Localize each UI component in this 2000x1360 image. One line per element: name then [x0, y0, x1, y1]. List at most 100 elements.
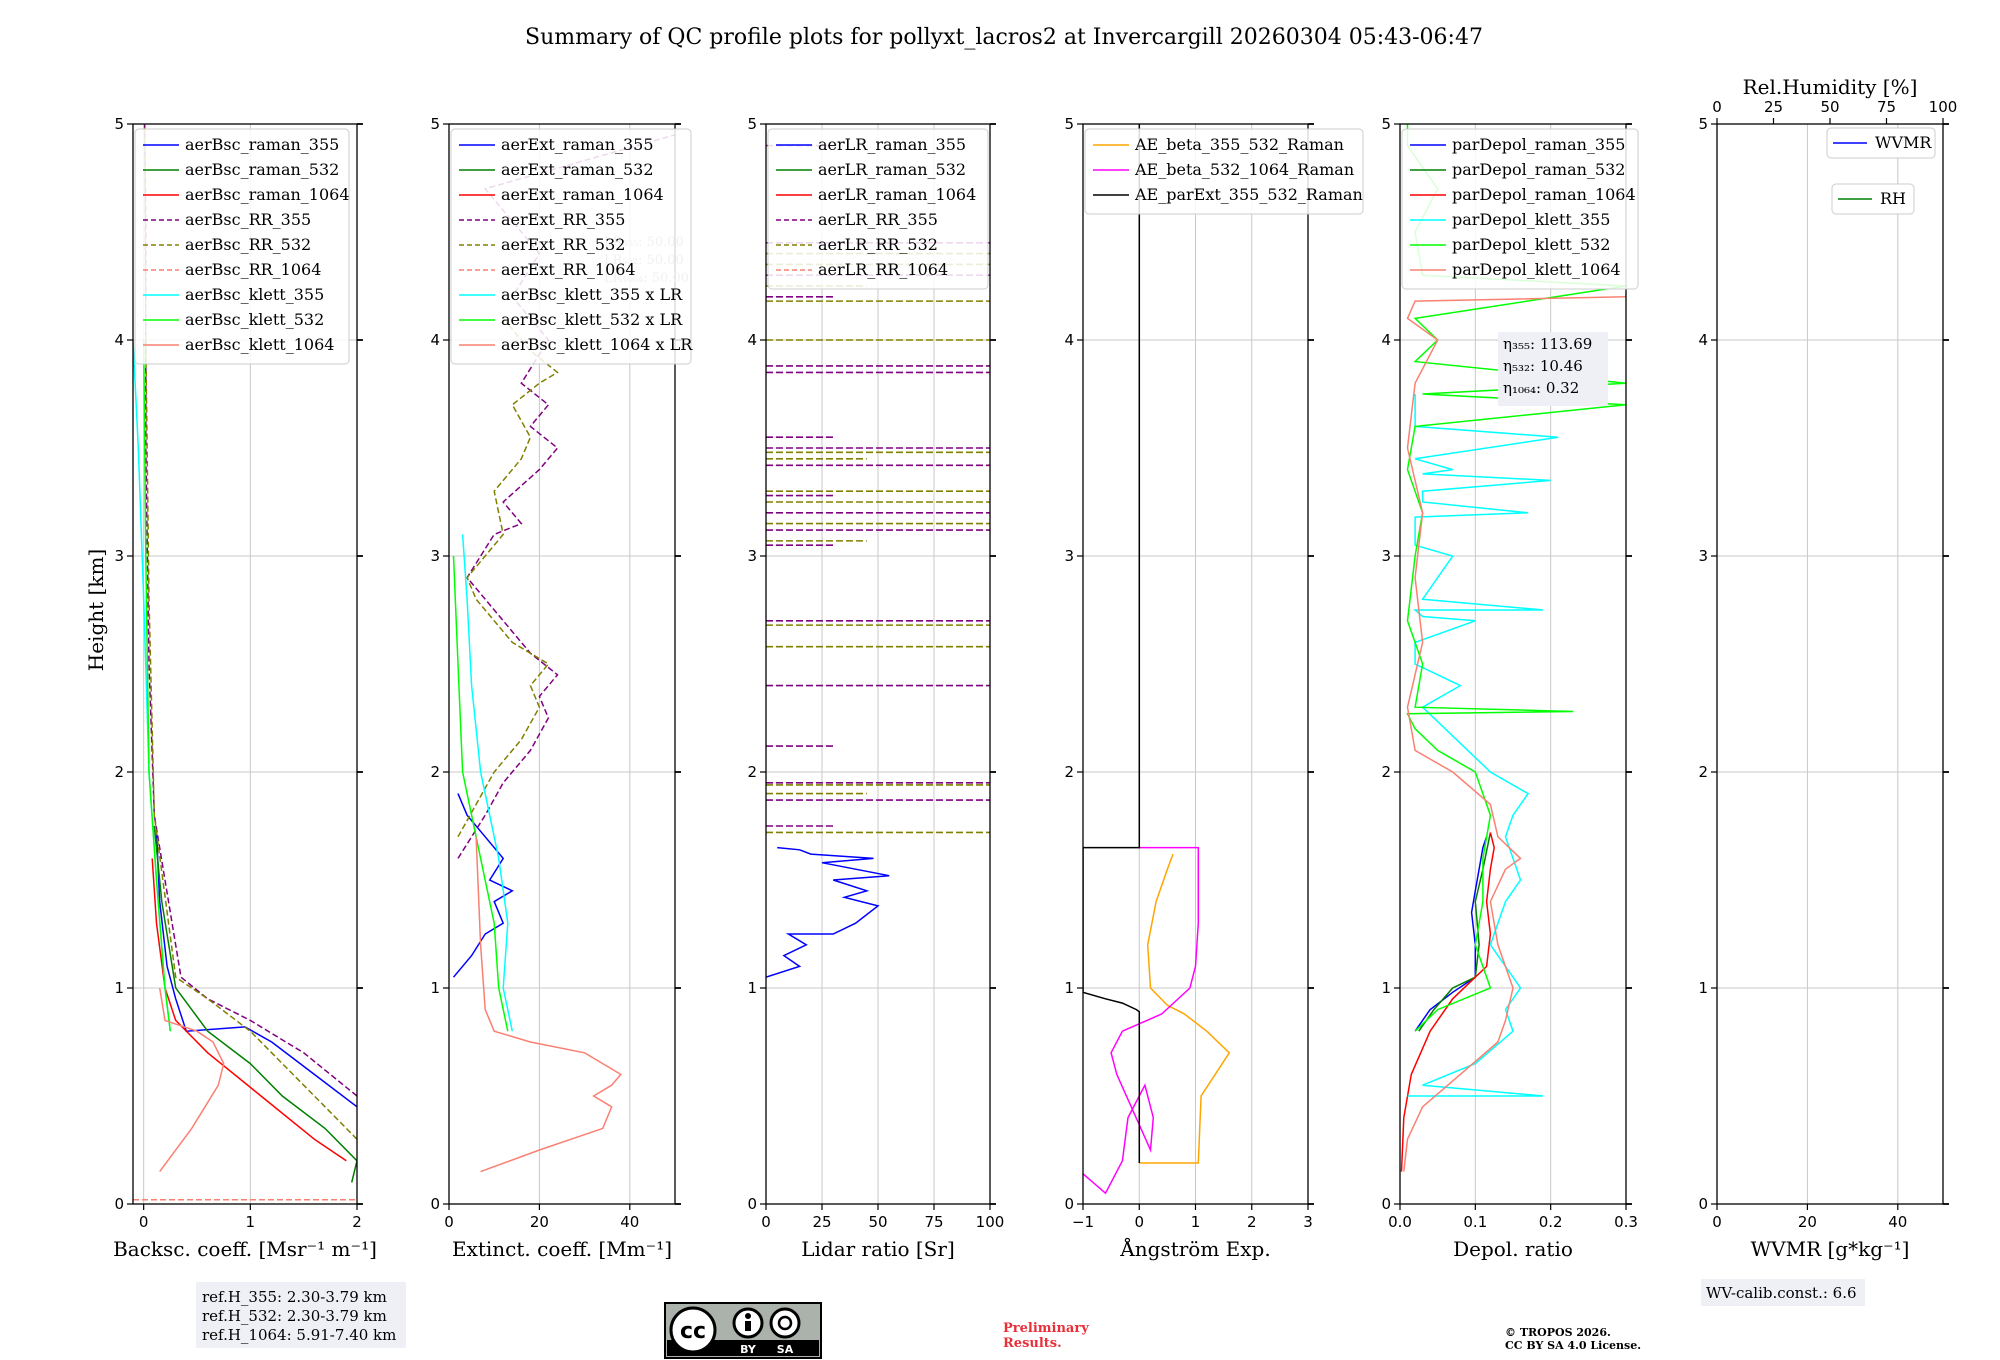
rh-tick-label-2: 50: [1820, 98, 1839, 116]
legend-box-ext: [450, 128, 692, 365]
series-bsc: [133, 124, 357, 1201]
legend-label-WVMR: WVMR: [1875, 133, 1932, 152]
ytick-label-wv-4: 4: [1698, 331, 1708, 349]
legend-label-aerBsc_raman_532: aerBsc_raman_532: [185, 160, 339, 179]
legend-label-parDepol_raman_355: parDepol_raman_355: [1452, 135, 1625, 154]
xtick-label-bsc-1: 1: [246, 1213, 256, 1231]
xtick-label-depol-3: 0.3: [1614, 1213, 1638, 1231]
series-parDepol_raman_1064: [1400, 832, 1495, 1172]
axes-frame-depol: [1399, 123, 1627, 1205]
series-aerBsc_raman_532: [153, 825, 357, 1183]
legend-label-aerExt_RR_532: aerExt_RR_532: [501, 235, 625, 254]
legend-label-aerBsc_klett_1064 x LR: aerBsc_klett_1064 x LR: [501, 335, 693, 354]
panel-lr: 0 25 50 75 100 0 1 2 3 4 5 Lidar ratio [Sr] aerLR_ra…: [747, 115, 1004, 1261]
rh-top-axis: 0 25 50 75 100 Rel.Humidity [%]: [1712, 75, 1957, 124]
xtick-label-ae-0: −1: [1072, 1213, 1094, 1231]
sa-share-icon: [769, 1307, 801, 1339]
legend-label-parDepol_klett_1064: parDepol_klett_1064: [1452, 260, 1621, 279]
wv-calib-text: WV-calib.const.: 6.6: [1706, 1284, 1857, 1302]
series-ae: [1083, 124, 1231, 1195]
legend-label-aerExt_raman_1064: aerExt_raman_1064: [501, 185, 664, 204]
eta-label-0: η₃₅₅: 113.69: [1503, 335, 1592, 353]
legend-label-aerExt_raman_355: aerExt_raman_355: [501, 135, 654, 154]
by-person-body-icon: [745, 1321, 751, 1331]
preliminary-line-1: Preliminary: [1003, 1321, 1089, 1336]
legend-label-aerBsc_RR_1064: aerBsc_RR_1064: [185, 260, 321, 279]
grid-wv: [1716, 124, 1943, 1204]
eta-label-2: η₁₀₆₄: 0.32: [1503, 379, 1579, 397]
legend-label-aerBsc_klett_532: aerBsc_klett_532: [185, 310, 324, 329]
ytick-label-ext-1: 1: [430, 979, 440, 997]
series-aerLR_raman_355: [766, 846, 890, 978]
xlabel-wv: WVMR [g*kg⁻¹]: [1751, 1237, 1910, 1261]
series-depol: [1400, 124, 1626, 1172]
ytick-label-depol-5: 5: [1381, 115, 1391, 133]
series-aerBsc_RR_532: [143, 124, 357, 1140]
cc-logo-icon: [669, 1306, 717, 1354]
preliminary-line-2: Results.: [1003, 1336, 1062, 1351]
xtick-label-depol-2: 0.2: [1539, 1213, 1563, 1231]
xtick-label-ae-2: 1: [1191, 1213, 1201, 1231]
legend-label-aerLR_raman_1064: aerLR_raman_1064: [818, 185, 976, 204]
cc-logo-text: cc: [680, 1319, 706, 1344]
cc-license-badge: cc BY SA: [664, 1302, 822, 1359]
legend-label-aerBsc_klett_1064: aerBsc_klett_1064: [185, 335, 334, 354]
rh-tick-label-0: 0: [1712, 98, 1722, 116]
legend-lr: aerLR_raman_355 aerLR_raman_532 aerLR_rama…: [767, 128, 989, 290]
rh-axis-label: Rel.Humidity [%]: [1743, 75, 1918, 99]
legend-label-AE_beta_532_1064_Raman: AE_beta_532_1064_Raman: [1134, 160, 1354, 179]
xtick-label-wv-2: 40: [1888, 1213, 1907, 1231]
eta-box: η₃₅₅: 113.69 η₅₃₂: 10.46 η₁₀₆₄: 0.32: [1498, 332, 1608, 406]
axes-frame-ext: [448, 123, 676, 1205]
ytick-label-wv-0: 0: [1698, 1195, 1708, 1213]
preliminary-note: Preliminary Results.: [1003, 1321, 1089, 1351]
legend-label-parDepol_klett_532: parDepol_klett_532: [1452, 235, 1610, 254]
legend-label-aerExt_RR_1064: aerExt_RR_1064: [501, 260, 636, 279]
ytick-label-bsc-1: 1: [114, 979, 124, 997]
ref-height-355: ref.H_355: 2.30-3.79 km: [202, 1288, 387, 1306]
legend-label-aerBsc_klett_532 x LR: aerBsc_klett_532 x LR: [501, 310, 683, 329]
copyright-note: © TROPOS 2026. CC BY SA 4.0 License.: [1505, 1326, 1641, 1352]
series-parDepol_klett_1064: [1403, 292, 1626, 1172]
series-AE_beta_355_532_Raman: [1139, 853, 1231, 1164]
ytick-label-depol-3: 3: [1381, 547, 1391, 565]
series-parDepol_klett_532: [1406, 124, 1626, 1032]
legend-box-lr: [767, 128, 989, 290]
legend-label-RH: RH: [1880, 189, 1906, 208]
xtick-label-wv-1: 20: [1798, 1213, 1817, 1231]
ytick-label-ae-1: 1: [1064, 979, 1074, 997]
xtick-label-ae-1: 0: [1134, 1213, 1144, 1231]
ytick-label-depol-4: 4: [1381, 331, 1391, 349]
series-AE_parExt_355_532_Raman: [1083, 124, 1141, 1163]
series-aerBsc_klett_1064: [158, 987, 225, 1173]
xtick-label-ae-4: 3: [1303, 1213, 1313, 1231]
ytick-label-bsc-4: 4: [114, 331, 124, 349]
ytick-label-ext-4: 4: [430, 331, 440, 349]
series-aerBsc_raman_1064: [151, 858, 347, 1162]
ytick-label-ext-0: 0: [430, 1195, 440, 1213]
eta-label-1: η₅₃₂: 10.46: [1503, 357, 1583, 375]
ytick-label-ext-2: 2: [430, 763, 440, 781]
ytick-label-wv-5: 5: [1698, 115, 1708, 133]
rh-tick-label-3: 75: [1877, 98, 1896, 116]
sa-arrow-icon: [777, 1315, 793, 1331]
legend-RH: RH: [1831, 183, 1915, 215]
xtick-label-ext-1: 20: [530, 1213, 549, 1231]
legend-label-parDepol_klett_355: parDepol_klett_355: [1452, 210, 1610, 229]
legend-label-aerLR_raman_532: aerLR_raman_532: [818, 160, 966, 179]
xlabel-depol: Depol. ratio: [1453, 1237, 1573, 1261]
xtick-label-bsc-2: 2: [352, 1213, 362, 1231]
xtick-label-depol-1: 0.1: [1463, 1213, 1487, 1231]
xtick-label-ext-2: 40: [620, 1213, 639, 1231]
rh-tick-label-1: 25: [1764, 98, 1783, 116]
series-aerExt_raman_355: [452, 793, 514, 978]
series-parDepol_klett_355: [1407, 394, 1559, 1097]
ytick-label-ext-5: 5: [430, 115, 440, 133]
y-axis-label: Height [km]: [84, 549, 108, 671]
series-aerBsc_klett_1064 x LR: [475, 836, 622, 1173]
ytick-label-ae-4: 4: [1064, 331, 1074, 349]
badge-by-label: BY: [740, 1343, 757, 1356]
